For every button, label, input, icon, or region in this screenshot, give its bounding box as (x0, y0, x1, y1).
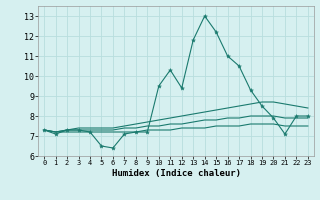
X-axis label: Humidex (Indice chaleur): Humidex (Indice chaleur) (111, 169, 241, 178)
